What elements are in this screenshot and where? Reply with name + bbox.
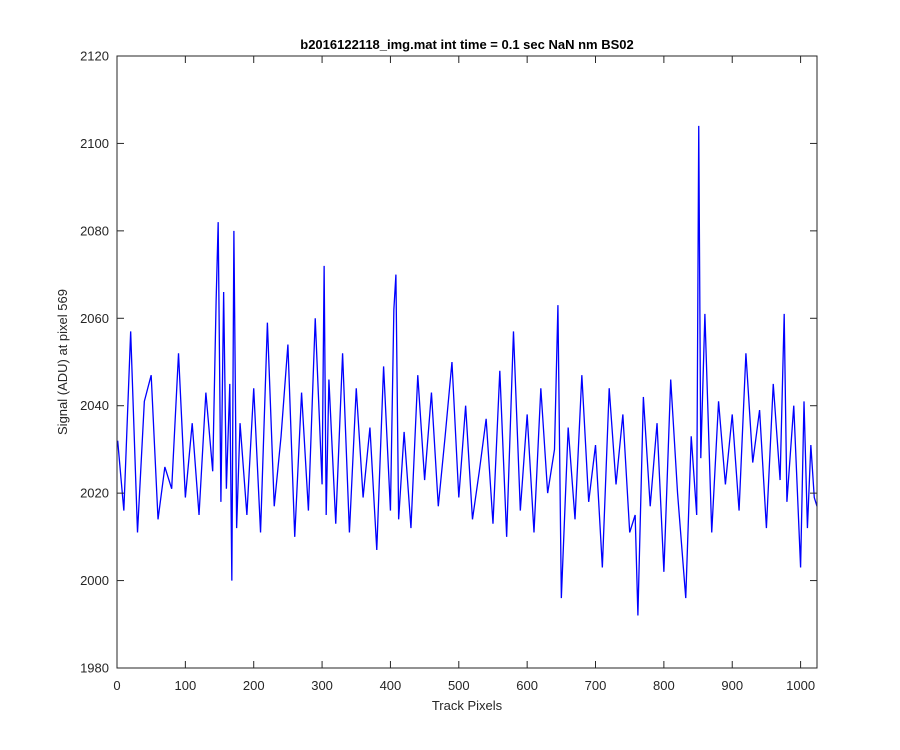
x-tick-label: 0 xyxy=(113,678,120,693)
x-tick-label: 1000 xyxy=(786,678,815,693)
y-tick-label: 2040 xyxy=(80,398,109,413)
series-line-0 xyxy=(117,125,818,616)
y-tick-label: 1980 xyxy=(80,661,109,676)
x-axis: 0 100 200 300 400 500 600 700 800 900 1000 xyxy=(113,56,815,693)
y-axis: 1980 2000 2020 2040 2060 2080 2100 2120 xyxy=(80,49,817,676)
x-tick-label: 100 xyxy=(175,678,197,693)
chart-title: b2016122118_img.mat int time = 0.1 sec N… xyxy=(300,37,633,52)
plot-frame xyxy=(116,55,818,669)
x-tick-label: 200 xyxy=(243,678,265,693)
y-tick-label: 2020 xyxy=(80,486,109,501)
x-tick-label: 600 xyxy=(516,678,538,693)
y-tick-label: 2060 xyxy=(80,311,109,326)
x-tick-label: 800 xyxy=(653,678,675,693)
plot-background xyxy=(117,56,817,668)
x-tick-label: 500 xyxy=(448,678,470,693)
y-tick-label: 2120 xyxy=(80,49,109,64)
series-layer xyxy=(117,125,818,616)
y-tick-label: 2000 xyxy=(80,573,109,588)
x-tick-label: 900 xyxy=(721,678,743,693)
y-axis-label: Signal (ADU) at pixel 569 xyxy=(55,289,70,435)
x-tick-label: 400 xyxy=(380,678,402,693)
x-tick-label: 700 xyxy=(585,678,607,693)
y-tick-label: 2100 xyxy=(80,136,109,151)
y-tick-label: 2080 xyxy=(80,223,109,238)
x-axis-label: Track Pixels xyxy=(432,698,503,713)
x-tick-label: 300 xyxy=(311,678,333,693)
